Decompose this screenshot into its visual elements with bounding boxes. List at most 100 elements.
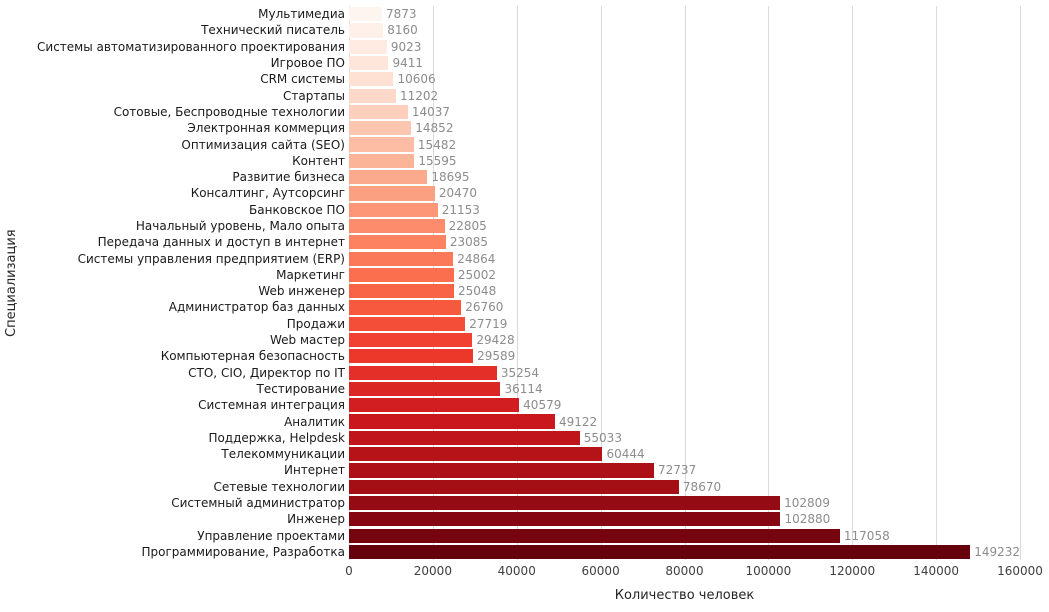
category-label: Сотовые, Беспроводные технологии — [113, 104, 345, 119]
category-label: Поддержка, Helpdesk — [208, 430, 345, 445]
category-label: Программирование, Разработка — [141, 544, 345, 559]
bar-row: 22805 — [349, 218, 1020, 234]
bar — [349, 202, 438, 217]
x-axis-label: Количество человек — [614, 588, 755, 603]
category-label: Системы автоматизированного проектирован… — [37, 39, 345, 54]
category-label: Администратор баз данных — [168, 300, 345, 315]
bar — [349, 235, 446, 250]
category-label: Передача данных и доступ в интернет — [97, 235, 345, 250]
category-label: Развитие бизнеса — [232, 170, 345, 185]
category-label: Аналитик — [284, 414, 345, 429]
gridline — [516, 6, 518, 560]
category-label: Сетевые технологии — [213, 479, 345, 494]
x-tick-label: 80000 — [665, 564, 704, 578]
category-label: Web мастер — [270, 333, 345, 348]
gridline — [768, 6, 770, 560]
bar-value-label: 14852 — [415, 121, 454, 136]
bar — [349, 333, 473, 348]
x-axis-ticks: 0 20000 40000 60000 80000 100000 120000 140000 1… — [345, 564, 1043, 580]
bar-value-label: 9023 — [390, 39, 422, 54]
bar-row: 15482 — [349, 136, 1020, 152]
gridline — [684, 6, 686, 560]
bar-row: 9023 — [349, 39, 1020, 55]
bar-value-label: 40579 — [523, 398, 562, 413]
bar — [349, 349, 474, 364]
bar-row: 24864 — [349, 250, 1020, 266]
bar-row: 7873 — [349, 6, 1020, 22]
bar-value-label: 7873 — [386, 7, 417, 22]
bar-value-label: 10606 — [397, 72, 436, 87]
bar-row: 149232 — [349, 544, 1020, 560]
y-axis-label: Специализация — [4, 229, 19, 337]
x-tick-label: 40000 — [497, 564, 536, 578]
bar-value-label: 14037 — [411, 104, 451, 119]
x-tick-label: 120000 — [829, 564, 876, 578]
bar — [349, 544, 971, 560]
category-label: Мультимедиа — [258, 7, 345, 22]
bar-row: 14037 — [349, 104, 1020, 120]
category-label: Игровое ПО — [270, 56, 345, 71]
bar — [349, 300, 462, 315]
bar-value-label: 25002 — [457, 267, 497, 282]
category-label: Контент — [292, 153, 345, 168]
bar — [349, 104, 408, 120]
bar-row: 25002 — [349, 267, 1020, 283]
category-label: Консалтинг, Аутсорсинг — [190, 186, 345, 201]
bar — [349, 479, 679, 494]
bar — [349, 251, 454, 266]
x-tick-label: 60000 — [581, 564, 620, 578]
category-label: Электронная коммерция — [187, 121, 345, 136]
x-tick-label: 100000 — [745, 564, 792, 578]
bar-row: 11202 — [349, 87, 1020, 103]
bar-value-label: 60444 — [606, 447, 645, 462]
bar — [349, 121, 412, 136]
bar — [349, 365, 497, 380]
bar-row: 26760 — [349, 299, 1020, 315]
bar — [349, 398, 520, 413]
bar — [349, 186, 435, 201]
bar-row: 49122 — [349, 413, 1020, 429]
bar-row: 78670 — [349, 479, 1020, 495]
bar-row: 102880 — [349, 511, 1020, 527]
bars-container: 7873 8160 9023 9411 10606 11202 14037 14852 1548… — [349, 6, 1020, 560]
bar-row: 36114 — [349, 381, 1020, 397]
bar — [349, 447, 603, 462]
bar-value-label: 15482 — [417, 137, 457, 152]
bar-value-label: 78670 — [682, 479, 722, 494]
bar — [349, 528, 840, 543]
category-label: Начальный уровень, Мало опыта — [135, 219, 345, 233]
bar-row: 102809 — [349, 495, 1020, 511]
bar-row: 55033 — [349, 430, 1020, 446]
bar-row: 117058 — [349, 528, 1020, 544]
bar-value-label: 24864 — [457, 251, 496, 266]
bar-row: 15595 — [349, 153, 1020, 169]
x-tick-label: 160000 — [997, 564, 1043, 578]
bar-value-label: 102809 — [784, 496, 830, 511]
bar-row: 21153 — [349, 202, 1020, 218]
bar-row: 40579 — [349, 397, 1020, 413]
category-label: Технический писатель — [201, 23, 345, 38]
category-label: Банковское ПО — [249, 202, 345, 217]
bar-row: 27719 — [349, 316, 1020, 332]
bar-value-label: 149232 — [974, 544, 1020, 559]
bar-row: 8160 — [349, 22, 1020, 38]
category-label: Маркетинг — [276, 267, 345, 282]
gridline — [936, 6, 938, 560]
gridline — [432, 6, 434, 560]
bar-row: 10606 — [349, 71, 1020, 87]
bar-value-label: 29428 — [476, 333, 515, 348]
bar-value-label: 15595 — [418, 153, 457, 168]
category-label: Оптимизация сайта (SEO) — [181, 137, 345, 152]
bar — [349, 39, 387, 54]
category-label: Инженер — [287, 512, 345, 527]
bar — [349, 153, 415, 168]
bar-value-label: 20470 — [438, 186, 478, 201]
bar — [349, 414, 555, 429]
bar-row: 72737 — [349, 462, 1020, 478]
bar — [349, 88, 396, 103]
bar-value-label: 55033 — [583, 430, 622, 445]
bar-value-label: 22805 — [448, 219, 487, 233]
bar-value-label: 18695 — [431, 170, 470, 185]
category-label: Стартапы — [282, 88, 345, 103]
bar-value-label: 26760 — [465, 300, 504, 315]
